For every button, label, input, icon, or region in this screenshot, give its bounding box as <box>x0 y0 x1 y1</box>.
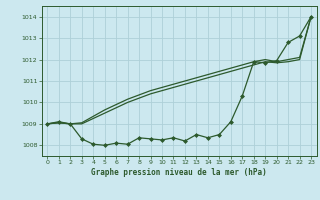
X-axis label: Graphe pression niveau de la mer (hPa): Graphe pression niveau de la mer (hPa) <box>91 168 267 177</box>
